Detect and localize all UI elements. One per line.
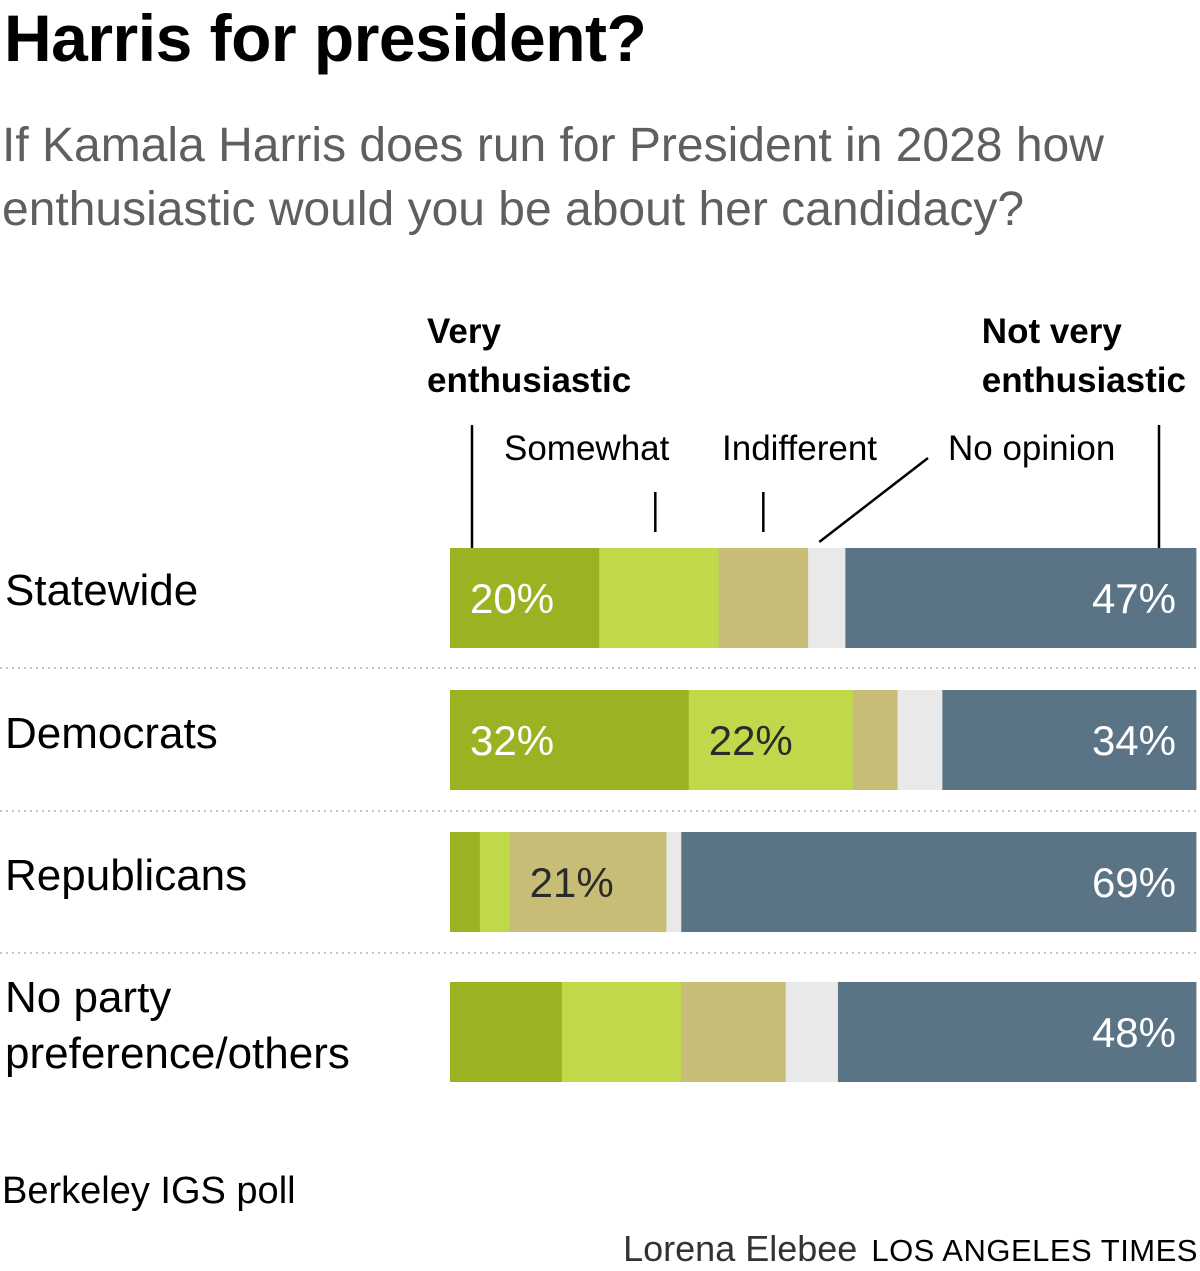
- bar-row: Democrats 32% 22% 34%: [5, 690, 1197, 790]
- bar-segment: [852, 690, 898, 790]
- annotation-somewhat: Somewhat: [504, 429, 670, 468]
- annotation-not-very-line1: Not very: [982, 312, 1123, 351]
- bar-segment: [942, 690, 1197, 790]
- bar-segment: [479, 832, 511, 932]
- data-label: 47%: [1092, 575, 1176, 622]
- data-label: 69%: [1092, 859, 1176, 906]
- credit-line: Lorena Elebee LOS ANGELES TIMES: [623, 1228, 1198, 1270]
- bar-row: Statewide 20% 47%: [5, 548, 1197, 648]
- bar-row: No party preference/others 48%: [5, 973, 1197, 1082]
- row-label: Statewide: [5, 566, 198, 615]
- bar-segment: [561, 982, 682, 1082]
- bar-segment: [681, 982, 787, 1082]
- bar-segment: [450, 832, 481, 932]
- bar-segment: [599, 548, 719, 648]
- annotation-no-opinion-pointer: [818, 457, 929, 543]
- bar-segment: [688, 690, 854, 790]
- bar-segment: [785, 982, 839, 1082]
- row-label: Democrats: [5, 709, 218, 758]
- annotation-very-line2: enthusiastic: [427, 361, 631, 400]
- data-label: 32%: [470, 717, 554, 764]
- bar-segment: [509, 832, 667, 932]
- bar-segment: [718, 548, 809, 648]
- data-label: 48%: [1092, 1009, 1176, 1056]
- annotation-indifferent: Indifferent: [722, 429, 877, 468]
- data-label: 22%: [709, 717, 793, 764]
- bar-row: Republicans 21% 69%: [5, 832, 1197, 932]
- bar-segment: [897, 690, 943, 790]
- bar-segment: [808, 548, 846, 648]
- organization-credit: LOS ANGELES TIMES: [871, 1233, 1198, 1268]
- row-label: preference/others: [5, 1029, 350, 1078]
- author-credit: Lorena Elebee: [623, 1228, 858, 1269]
- source-note: Berkeley IGS poll: [2, 1170, 296, 1212]
- bar-segment: [666, 832, 682, 932]
- data-label: 34%: [1092, 717, 1176, 764]
- chart-title: Harris for president?: [4, 1, 647, 75]
- row-label: Republicans: [5, 851, 247, 900]
- row-label: No party: [5, 973, 171, 1022]
- bar-segment: [450, 548, 600, 648]
- bar-segment: [845, 548, 1197, 648]
- bar-segment: [681, 832, 1197, 932]
- data-label: 21%: [530, 859, 614, 906]
- bar-segment: [837, 982, 1197, 1082]
- annotation-no-opinion: No opinion: [948, 429, 1115, 468]
- chart-subtitle: If Kamala Harris does run for President …: [2, 119, 1104, 236]
- chart-rows: Statewide 20% 47% Democrats 32% 22% 34% Republi…: [0, 548, 1200, 1082]
- bar-segment: [450, 690, 690, 790]
- legend-annotations: Very enthusiastic Somewhat Indifferent No op…: [427, 312, 1186, 548]
- annotation-very-line1: Very: [427, 312, 501, 351]
- annotation-not-very-line2: enthusiastic: [982, 361, 1186, 400]
- data-label: 20%: [470, 575, 554, 622]
- bar-segment: [450, 982, 563, 1082]
